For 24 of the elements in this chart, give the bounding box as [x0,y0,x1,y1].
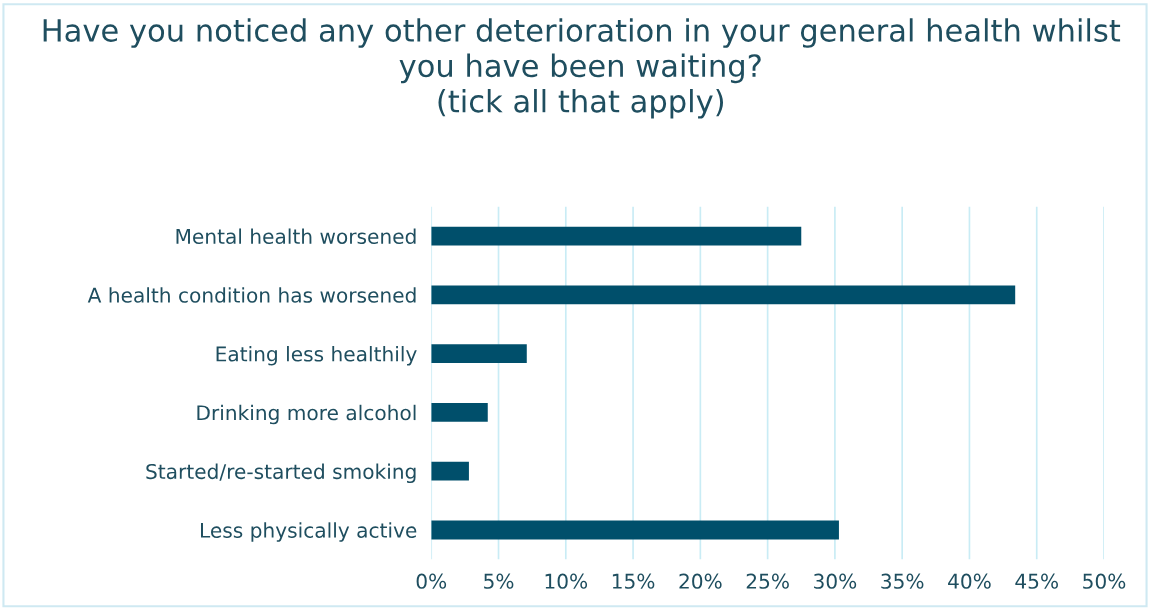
x-tick-label: 15% [612,573,655,589]
y-tick-label: Started/re-started smoking [146,463,416,484]
y-tick-label: Less physically active [201,522,417,542]
x-tick-label: 30% [814,573,857,589]
bar [431,344,527,364]
x-tick-label: 10% [545,573,588,589]
x-tick-label: 0% [416,573,447,589]
x-tick-label: 35% [881,573,924,589]
x-tick-label: 45% [1015,573,1058,589]
chart-title: Have you noticed any other deterioration in your general health whilst you have been waiting? (tick all that apply) [43,18,1121,119]
y-tick-label: Mental health worsened [176,228,416,245]
x-tick-label: 25% [746,573,789,589]
bar [431,226,802,246]
bar [431,285,1016,305]
x-tick-label: 50% [1083,573,1126,589]
y-tick-label: Eating less healthily [216,346,417,366]
y-tick-label: A health condition has worsened [87,287,416,303]
y-tick-label: Drinking more alcohol [197,404,416,425]
bar [431,461,469,481]
bar [431,520,839,540]
x-tick-label: 20% [679,573,722,589]
x-tick-label: 40% [948,573,991,589]
bar [431,403,488,422]
x-tick-label: 5% [484,573,514,589]
